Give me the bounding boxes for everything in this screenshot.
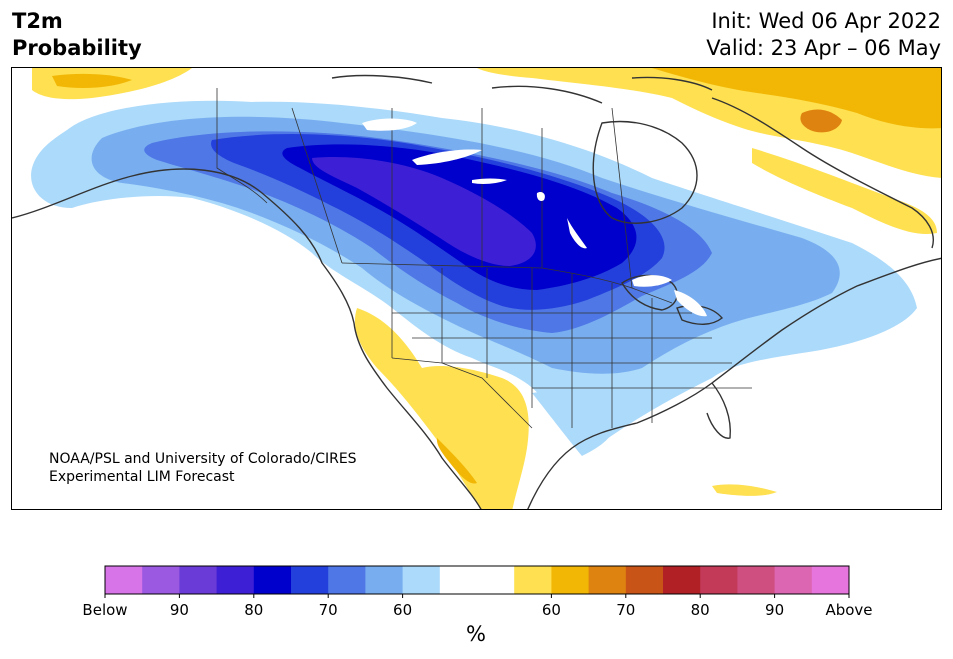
colorbar-swatch: [439, 566, 478, 594]
arctic-islands: [331, 74, 713, 104]
credit-line-1: NOAA/PSL and University of Colorado/CIRE…: [49, 451, 357, 467]
colorbar-swatch: [551, 566, 590, 594]
colorbar-swatch: [700, 566, 738, 594]
above-70-greenland-region: [800, 109, 842, 133]
alaska-border: [216, 88, 268, 204]
colorbar-swatch: [253, 566, 292, 594]
colorbar-swatch: [811, 566, 850, 594]
colorbar-tick-label: 90: [765, 601, 784, 619]
state-lines: [391, 268, 752, 428]
colorbar-swatch: [588, 566, 627, 594]
lake-athabasca: [472, 178, 507, 184]
map-panel: [11, 67, 942, 510]
colorbar-swatch: [774, 566, 813, 594]
colorbar: Below 90 80 70 60 60 70 80 90 Above: [82, 565, 873, 619]
colorbar-swatch: [105, 566, 143, 594]
title-variable: T2m: [12, 9, 63, 33]
colorbar-swatch: [737, 566, 776, 594]
reindeer-lake: [536, 191, 545, 202]
colorbar-swatch: [179, 566, 218, 594]
florida: [706, 382, 731, 439]
below-85-region: [312, 157, 536, 266]
labrador-coast: [711, 97, 934, 249]
colorbar-unit: %: [466, 622, 486, 646]
colorbar-swatch: [663, 566, 701, 594]
colorbar-swatch: [625, 566, 664, 594]
colorbar-swatch: [328, 566, 366, 594]
us-mexico-border: [391, 357, 533, 429]
colorbar-ticks: Below 90 80 70 60 60 70 80 90 Above: [82, 594, 873, 619]
colorbar-tick-label: 80: [691, 601, 710, 619]
colorbar-tick-label: 80: [244, 601, 263, 619]
above-60-caribbean-region: [712, 484, 777, 496]
plot-title: T2m Probability: [12, 8, 142, 62]
borders: [216, 88, 752, 429]
us-canada-border: [341, 262, 673, 304]
colorbar-swatch: [514, 566, 552, 594]
colorbar-tick-label: 70: [319, 601, 338, 619]
colorbar-tick-label: 70: [616, 601, 635, 619]
colorbar-swatch: [291, 566, 329, 594]
above-65-alaska-region: [52, 73, 132, 88]
above-65-arctic-region: [652, 68, 941, 129]
valid-period: Valid: 23 Apr – 06 May: [706, 36, 941, 60]
below-60-south-region: [532, 391, 615, 456]
pacific-coast: [12, 168, 482, 509]
colorbar-swatch: [365, 566, 404, 594]
forecast-dates: Init: Wed 06 Apr 2022 Valid: 23 Apr – 06…: [706, 8, 941, 62]
coastlines: [12, 74, 941, 509]
great-slave-lake: [412, 149, 482, 165]
colorbar-swatch: [142, 566, 180, 594]
credit-text: NOAA/PSL and University of Colorado/CIRE…: [49, 450, 357, 486]
credit-line-2: Experimental LIM Forecast: [49, 469, 235, 485]
colorbar-swatches: [105, 566, 850, 594]
colorbar-tick-label: 60: [542, 601, 561, 619]
colorbar-tick-label: 60: [393, 601, 412, 619]
lake-winnipeg: [567, 218, 587, 249]
colorbar-swatch: [216, 566, 255, 594]
colorbar-frame: [104, 565, 850, 595]
colorbar-tick-label: 90: [170, 601, 189, 619]
great-bear-lake: [362, 118, 417, 131]
colorbar-swatch: [402, 566, 441, 594]
lakes: [362, 118, 707, 317]
above-60-labrador-region: [752, 148, 937, 234]
lake-superior: [632, 275, 672, 287]
above-65-baja-region: [436, 438, 477, 484]
probability-map: [12, 68, 941, 509]
title-type: Probability: [12, 36, 142, 60]
colorbar-tick-label: Above: [825, 601, 872, 619]
colorbar-tick-label: Below: [82, 601, 127, 619]
hudson-bay: [592, 120, 698, 224]
province-lines: [291, 107, 633, 289]
colorbar-swatch: [477, 566, 515, 594]
lake-michigan-huron: [674, 290, 707, 317]
init-date: Init: Wed 06 Apr 2022: [711, 9, 941, 33]
